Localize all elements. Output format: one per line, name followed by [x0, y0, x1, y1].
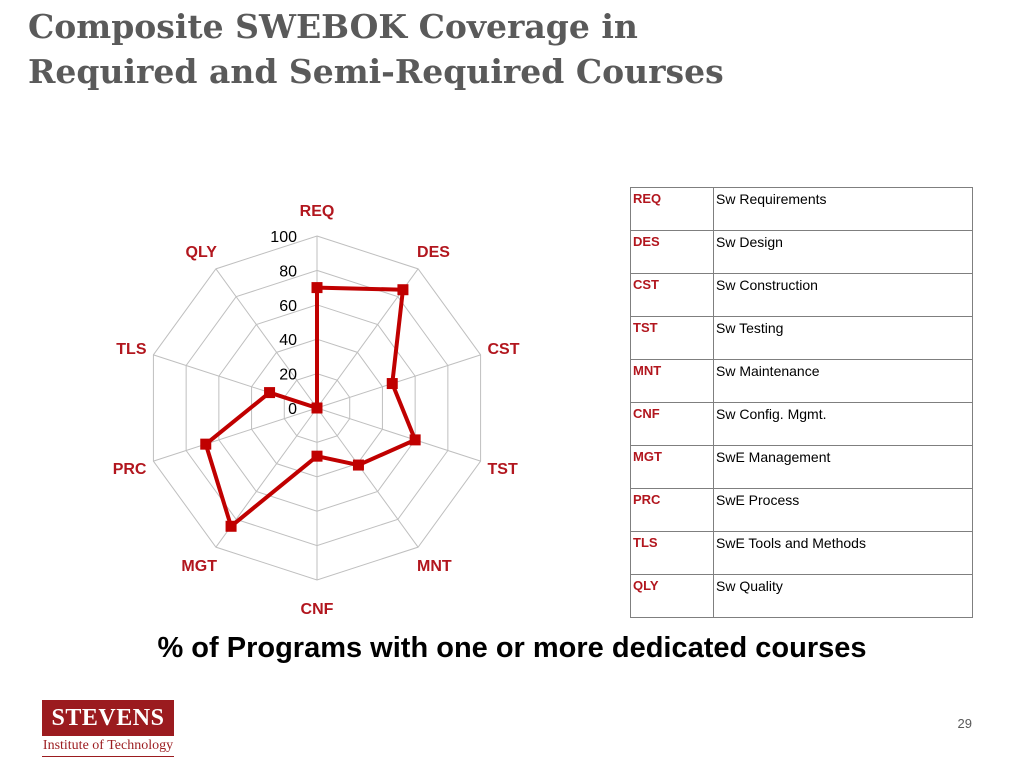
grid-spoke	[316, 407, 419, 548]
grid-spoke	[153, 407, 318, 462]
data-point-mnt	[352, 459, 364, 471]
table-row: MGT SwE Management	[630, 445, 973, 489]
abbr-cell: CST	[630, 273, 714, 317]
logo-subtitle: Institute of Technology	[42, 736, 174, 757]
name-cell: SwE Process	[713, 488, 973, 532]
abbr-cell: MGT	[630, 445, 714, 489]
table-row: MNT Sw Maintenance	[630, 359, 973, 403]
abbr-cell: DES	[630, 230, 714, 274]
table-row: QLY Sw Quality	[630, 574, 973, 618]
name-cell: Sw Quality	[713, 574, 973, 618]
abbreviation-table: REQ Sw Requirements DES Sw Design CST Sw…	[630, 187, 973, 618]
name-cell: Sw Construction	[713, 273, 973, 317]
name-cell: Sw Requirements	[713, 187, 973, 231]
data-point-req	[311, 282, 323, 294]
name-cell: Sw Testing	[713, 316, 973, 360]
table-row: CST Sw Construction	[630, 273, 973, 317]
category-label-prc: PRC	[113, 461, 147, 478]
data-point-cnf	[311, 450, 323, 462]
category-label-cst: CST	[488, 341, 520, 358]
grid-spoke	[316, 354, 481, 409]
category-label-mnt: MNT	[417, 558, 452, 575]
category-label-qly: QLY	[186, 244, 218, 261]
table-row: REQ Sw Requirements	[630, 187, 973, 231]
name-cell: SwE Tools and Methods	[713, 531, 973, 575]
category-label-cnf: CNF	[301, 601, 334, 615]
grid-spoke	[316, 407, 481, 462]
category-label-des: DES	[417, 244, 450, 261]
abbr-cell: TLS	[630, 531, 714, 575]
abbr-cell: QLY	[630, 574, 714, 618]
table-row: PRC SwE Process	[630, 488, 973, 532]
abbr-cell: REQ	[630, 187, 714, 231]
tick-label: 20	[279, 367, 297, 384]
category-label-mgt: MGT	[181, 558, 217, 575]
data-point-qly	[311, 402, 323, 414]
chart-caption: % of Programs with one or more dedicated…	[157, 632, 867, 664]
tick-label: 100	[270, 229, 297, 246]
category-label-req: REQ	[300, 203, 335, 220]
tick-label: 80	[279, 263, 297, 280]
title-line-1: Composite SWEBOK Coverage in	[28, 7, 638, 46]
data-point-prc	[200, 438, 212, 450]
name-cell: Sw Config. Mgmt.	[713, 402, 973, 446]
radar-chart: 0 20 40 60 80 100 REQ DES CST TST MNT CNF MGT PRC TLS Q…	[90, 195, 550, 615]
category-label-tls: TLS	[116, 341, 147, 358]
name-cell: Sw Maintenance	[713, 359, 973, 403]
grid-spoke	[215, 268, 318, 409]
table-row: CNF Sw Config. Mgmt.	[630, 402, 973, 446]
data-point-mgt	[225, 520, 237, 532]
abbr-cell: TST	[630, 316, 714, 360]
tick-label: 40	[279, 332, 297, 349]
tick-label: 0	[288, 401, 297, 418]
logo-wordmark: STEVENS	[42, 700, 174, 736]
title-line-2: Required and Semi-Required Courses	[28, 52, 724, 91]
abbr-cell: MNT	[630, 359, 714, 403]
category-label-tst: TST	[488, 461, 518, 478]
data-point-tls	[264, 387, 276, 399]
abbr-cell: CNF	[630, 402, 714, 446]
page-number: 29	[957, 716, 972, 731]
table-row: TLS SwE Tools and Methods	[630, 531, 973, 575]
data-point-cst	[386, 378, 398, 390]
name-cell: Sw Design	[713, 230, 973, 274]
tick-label: 60	[279, 298, 297, 315]
table-row: TST Sw Testing	[630, 316, 973, 360]
series-line	[203, 285, 418, 529]
table-row: DES Sw Design	[630, 230, 973, 274]
stevens-logo: STEVENS Institute of Technology	[42, 700, 174, 757]
data-point-des	[397, 284, 409, 296]
slide-title: Composite SWEBOK Coverage in Required an…	[28, 4, 724, 94]
data-point-tst	[409, 434, 421, 446]
abbr-cell: PRC	[630, 488, 714, 532]
name-cell: SwE Management	[713, 445, 973, 489]
